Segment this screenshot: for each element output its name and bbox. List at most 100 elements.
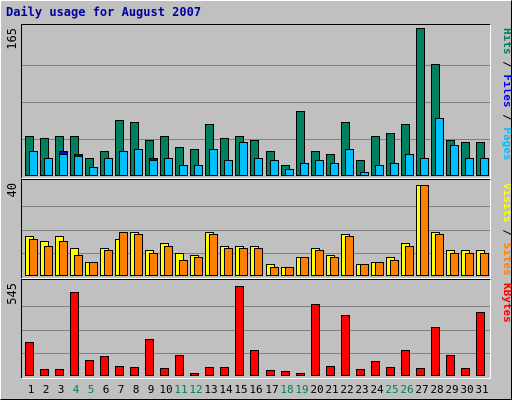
bar-kbytes-day-14 bbox=[220, 367, 229, 376]
panel-kbytes: 545 KBytes bbox=[5, 279, 512, 379]
bar-pages-day-29 bbox=[450, 145, 459, 176]
bar-kbytes-day-6 bbox=[100, 356, 109, 376]
day-label-28: 28 bbox=[430, 383, 443, 396]
day-label-10: 10 bbox=[159, 383, 172, 396]
bar-kbytes-day-1 bbox=[25, 342, 34, 376]
plot-border-dark bbox=[21, 24, 491, 179]
bar-sites-day-14 bbox=[224, 248, 233, 276]
day-label-15: 15 bbox=[234, 383, 247, 396]
legend-item: Visits bbox=[501, 183, 512, 223]
chart-title: Daily usage for August 2007 bbox=[6, 5, 201, 19]
bar-pages-day-28 bbox=[435, 118, 444, 176]
bar-sites-day-9 bbox=[149, 253, 158, 276]
bar-pages-day-9 bbox=[149, 160, 158, 176]
bar-pages-day-25 bbox=[390, 163, 399, 176]
bar-sites-day-16 bbox=[254, 248, 263, 276]
day-label-4: 4 bbox=[73, 383, 80, 396]
bar-sites-day-31 bbox=[480, 253, 489, 276]
panel-hits-files-pages: 165 Hits / Files / Pages bbox=[5, 24, 512, 179]
bar-pages-day-13 bbox=[209, 149, 218, 176]
bar-pages-day-30 bbox=[465, 158, 474, 176]
plot-border-light bbox=[21, 24, 491, 179]
legend-item: Hits bbox=[501, 28, 512, 55]
bar-kbytes-day-12 bbox=[190, 373, 199, 376]
day-label-17: 17 bbox=[265, 383, 278, 396]
bar-kbytes-day-20 bbox=[311, 304, 320, 376]
bar-pages-day-10 bbox=[164, 158, 173, 176]
day-label-19: 19 bbox=[295, 383, 308, 396]
bar-pages-day-19 bbox=[300, 163, 309, 176]
bar-sites-day-1 bbox=[29, 239, 38, 276]
day-label-2: 2 bbox=[43, 383, 50, 396]
bar-kbytes-day-9 bbox=[145, 339, 154, 376]
legend-kbytes: KBytes bbox=[501, 283, 512, 323]
bar-sites-day-8 bbox=[134, 234, 143, 276]
day-label-26: 26 bbox=[400, 383, 413, 396]
plot-border-light bbox=[21, 279, 491, 379]
bar-pages-day-16 bbox=[254, 158, 263, 176]
bar-pages-day-21 bbox=[330, 163, 339, 176]
bar-kbytes-day-10 bbox=[160, 368, 169, 376]
day-label-31: 31 bbox=[475, 383, 488, 396]
y-max-label: 545 bbox=[5, 283, 19, 305]
bar-pages-day-1 bbox=[29, 151, 38, 176]
bar-pages-day-20 bbox=[315, 160, 324, 176]
bar-kbytes-day-23 bbox=[356, 369, 365, 376]
legend-item: / bbox=[501, 223, 512, 243]
bar-sites-day-10 bbox=[164, 246, 173, 276]
bar-sites-day-18 bbox=[285, 267, 294, 276]
legend-visits-sites: Visits / Sites bbox=[501, 183, 512, 276]
bar-pages-day-3 bbox=[59, 154, 68, 176]
bar-pages-day-12 bbox=[194, 165, 203, 176]
bar-sites-day-15 bbox=[239, 248, 248, 276]
day-label-5: 5 bbox=[88, 383, 95, 396]
bar-sites-day-2 bbox=[44, 246, 53, 276]
day-label-12: 12 bbox=[189, 383, 202, 396]
bar-pages-day-23 bbox=[360, 172, 369, 176]
day-label-24: 24 bbox=[370, 383, 384, 396]
bar-pages-day-24 bbox=[375, 165, 384, 176]
bar-sites-day-29 bbox=[450, 253, 459, 276]
bar-kbytes-day-8 bbox=[130, 367, 139, 376]
plot-border-light bbox=[21, 179, 491, 279]
bar-kbytes-day-5 bbox=[85, 360, 94, 376]
bar-kbytes-day-2 bbox=[40, 369, 49, 376]
bar-kbytes-day-13 bbox=[205, 367, 214, 376]
bar-sites-day-19 bbox=[300, 257, 309, 276]
bar-pages-day-17 bbox=[270, 160, 279, 176]
bar-hits-day-27 bbox=[416, 28, 425, 176]
bar-sites-day-25 bbox=[390, 260, 399, 276]
day-label-13: 13 bbox=[204, 383, 217, 396]
bar-sites-day-28 bbox=[435, 234, 444, 276]
series-pages bbox=[29, 118, 489, 176]
bar-kbytes-day-21 bbox=[326, 366, 335, 376]
bar-sites-day-24 bbox=[375, 262, 384, 276]
bar-pages-day-7 bbox=[119, 151, 128, 176]
day-label-22: 22 bbox=[340, 383, 353, 396]
legend-item: / bbox=[501, 55, 512, 75]
bar-sites-day-7 bbox=[119, 232, 128, 276]
legend-item: / bbox=[501, 108, 512, 128]
day-label-29: 29 bbox=[445, 383, 458, 396]
bar-sites-day-22 bbox=[345, 236, 354, 276]
day-label-20: 20 bbox=[310, 383, 323, 396]
bar-kbytes-day-28 bbox=[431, 327, 440, 376]
bar-sites-day-21 bbox=[330, 257, 339, 276]
plot-border-dark bbox=[21, 179, 491, 279]
bar-kbytes-day-3 bbox=[55, 369, 64, 376]
day-label-1: 1 bbox=[28, 383, 35, 396]
bar-pages-day-15 bbox=[239, 142, 248, 176]
bar-sites-day-3 bbox=[59, 241, 68, 276]
bar-kbytes-day-18 bbox=[281, 371, 290, 376]
bar-kbytes-day-25 bbox=[386, 367, 395, 376]
plot-border-dark bbox=[21, 279, 491, 379]
bar-kbytes-day-17 bbox=[266, 370, 275, 376]
day-label-6: 6 bbox=[103, 383, 110, 396]
bar-kbytes-day-16 bbox=[250, 350, 259, 376]
bar-kbytes-day-4 bbox=[70, 292, 79, 376]
day-label-25: 25 bbox=[385, 383, 398, 396]
bar-pages-day-14 bbox=[224, 160, 233, 176]
bar-pages-day-31 bbox=[480, 158, 489, 176]
bar-sites-day-5 bbox=[89, 262, 98, 276]
